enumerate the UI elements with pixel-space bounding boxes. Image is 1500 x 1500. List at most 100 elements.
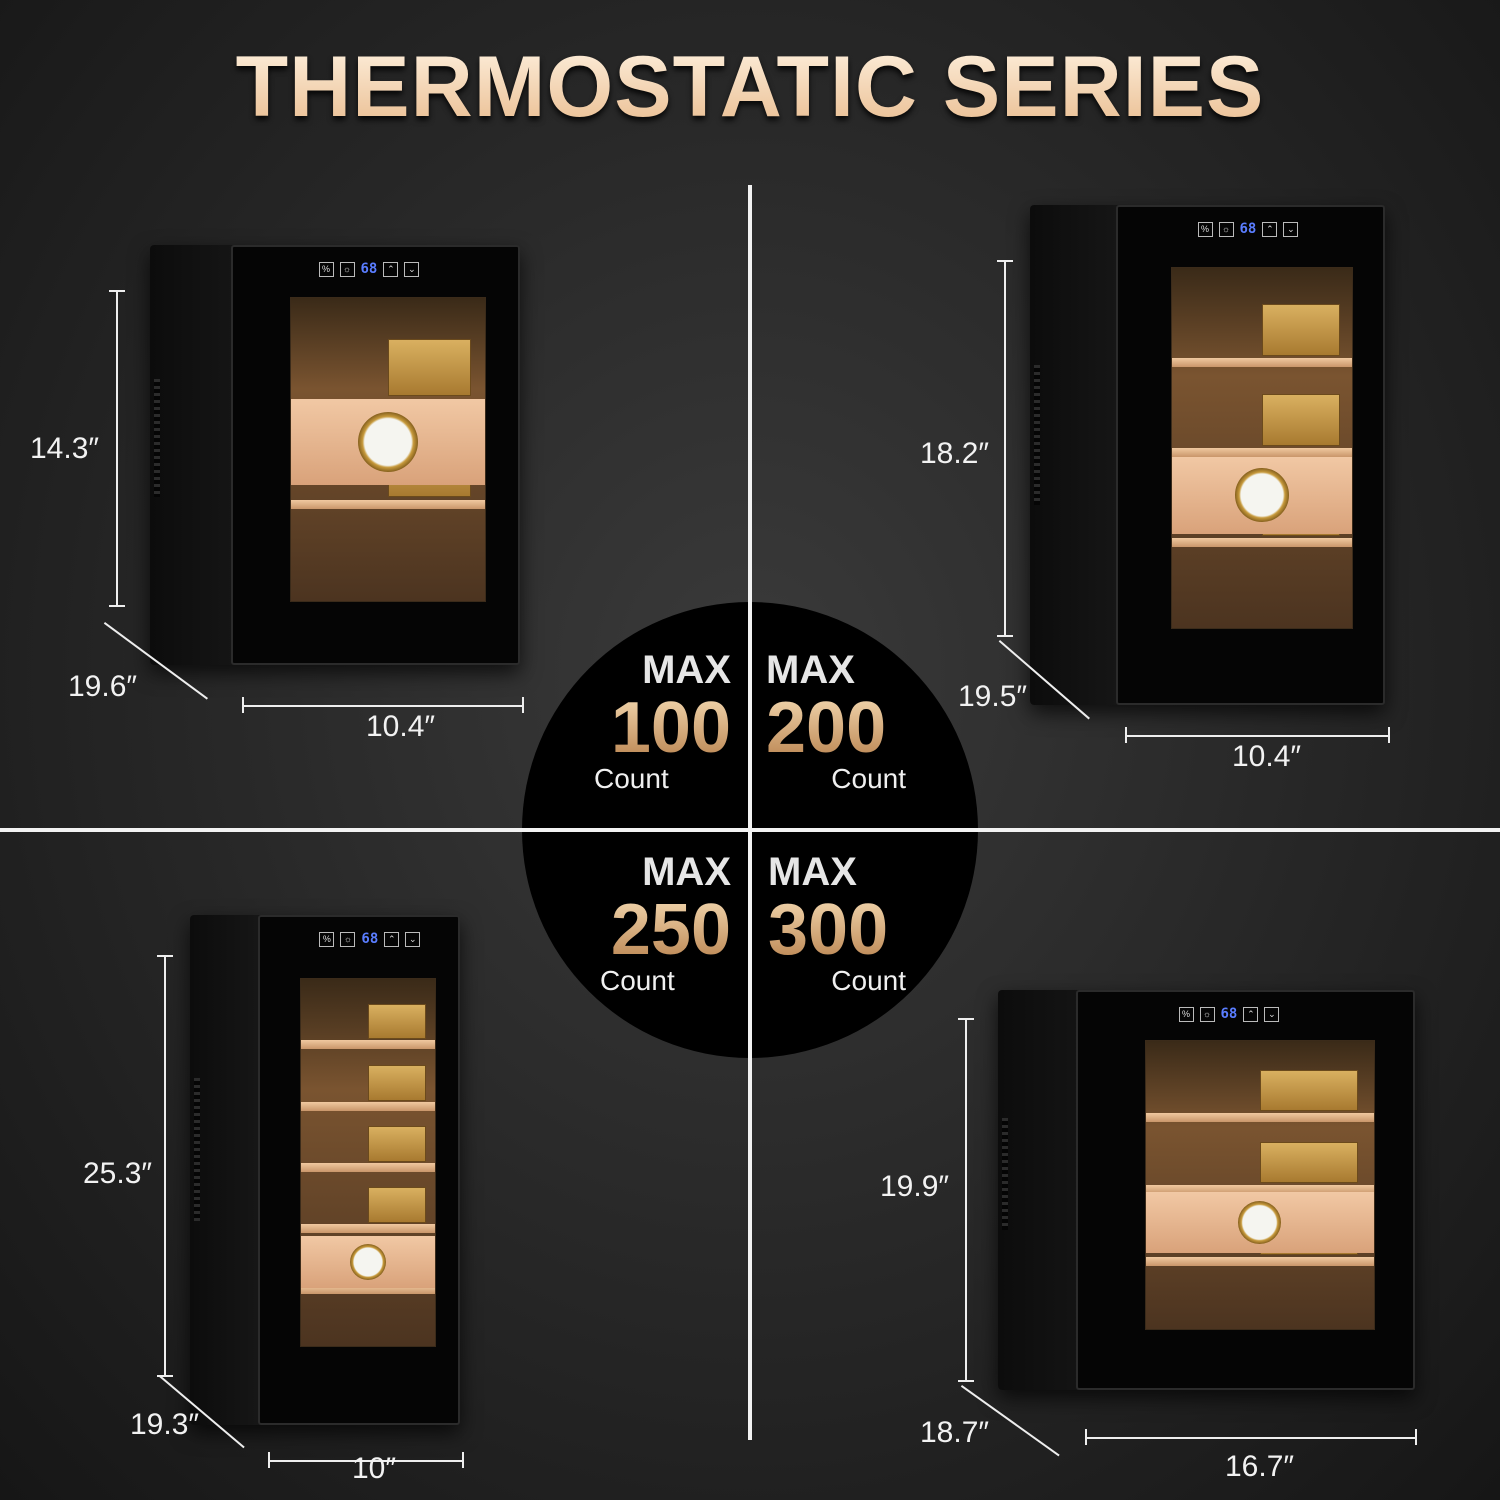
shelf	[291, 499, 485, 509]
height-label: 18.2″	[920, 437, 990, 470]
dimension-tick	[958, 1018, 974, 1020]
hygrometer-icon	[357, 412, 418, 472]
capacity-value: 200	[766, 692, 906, 764]
light-icon: ☼	[339, 261, 355, 277]
height-label: 19.9″	[880, 1170, 950, 1203]
light-icon: ☼	[1218, 221, 1234, 237]
control-panel: % ☼ 68 ⌃ ⌄	[1197, 221, 1299, 237]
cigar-compartment	[1145, 1040, 1375, 1330]
control-panel: % ☼ 68 ⌃ ⌄	[1178, 1006, 1280, 1022]
control-panel: % ☼ 68 ⌃ ⌄	[318, 261, 420, 277]
vent-icon	[1034, 365, 1040, 505]
capacity-unit: Count	[831, 965, 906, 996]
height-dimension-line	[164, 955, 166, 1375]
capacity-250: MAX 250 Count	[594, 850, 731, 997]
glass-door: % ☼ 68 ⌃ ⌄	[258, 915, 460, 1425]
cigar-box	[1262, 394, 1340, 446]
width-label: 10.4″	[1232, 740, 1302, 773]
height-dimension-line	[965, 1018, 967, 1380]
shelf	[1146, 1257, 1374, 1266]
width-label: 10″	[352, 1452, 396, 1485]
shelf	[1172, 448, 1353, 457]
capacity-200: MAX 200 Count	[766, 648, 906, 795]
cigar-compartment	[1171, 267, 1354, 629]
temperature-display: 68	[360, 261, 378, 277]
width-dimension-line	[242, 705, 522, 707]
dimension-tick	[1388, 727, 1390, 743]
dimension-tick	[997, 260, 1013, 262]
dimension-tick	[157, 1375, 173, 1377]
glass-door: % ☼ 68 ⌃ ⌄	[1116, 205, 1385, 705]
height-label: 14.3″	[30, 432, 100, 465]
hygrometer-icon	[1235, 468, 1289, 523]
glass-door: % ☼ 68 ⌃ ⌄	[1076, 990, 1415, 1390]
temperature-display: 68	[361, 931, 379, 947]
dimension-tick	[1415, 1429, 1417, 1445]
max-label: MAX	[642, 850, 731, 894]
cigar-compartment	[299, 978, 437, 1348]
capacity-value: 250	[594, 894, 731, 966]
down-arrow-icon[interactable]: ⌄	[405, 931, 421, 947]
cigar-box	[367, 1187, 427, 1223]
dimension-tick	[268, 1452, 270, 1468]
cigar-box	[1262, 304, 1340, 356]
down-arrow-icon[interactable]: ⌄	[1264, 1006, 1280, 1022]
cabinet-body: % ☼ 68 ⌃ ⌄	[150, 245, 520, 665]
shelf	[300, 1162, 436, 1172]
up-arrow-icon[interactable]: ⌃	[1243, 1006, 1259, 1022]
cigar-box	[1259, 1141, 1358, 1184]
shelf	[1172, 358, 1353, 367]
shelf	[1146, 1113, 1374, 1122]
capacity-100: MAX 100 Count	[594, 648, 731, 795]
dimension-tick	[958, 1380, 974, 1382]
dimension-tick	[462, 1452, 464, 1468]
vent-icon	[1002, 1118, 1008, 1230]
shelf	[300, 1040, 436, 1050]
max-label: MAX	[766, 648, 855, 692]
humidity-icon: %	[1197, 221, 1213, 237]
dimension-tick	[109, 290, 125, 292]
temperature-display: 68	[1239, 221, 1257, 237]
up-arrow-icon[interactable]: ⌃	[384, 931, 400, 947]
depth-label: 19.5″	[958, 680, 1028, 713]
width-dimension-line	[268, 1460, 462, 1462]
hygrometer-icon	[349, 1244, 387, 1281]
shelf	[1146, 1185, 1374, 1194]
cigar-box	[367, 1003, 427, 1040]
width-dimension-line	[1085, 1437, 1415, 1439]
depth-label: 19.6″	[68, 670, 138, 703]
shelf	[300, 1285, 436, 1295]
control-panel: % ☼ 68 ⌃ ⌄	[319, 931, 421, 947]
humidity-icon: %	[318, 261, 334, 277]
cigar-box	[367, 1126, 427, 1162]
vertical-divider	[748, 185, 752, 1440]
capacity-unit: Count	[600, 965, 675, 996]
capacity-unit: Count	[831, 763, 906, 794]
up-arrow-icon[interactable]: ⌃	[383, 261, 399, 277]
page-title: THERMOSTATIC SERIES	[0, 38, 1500, 137]
vent-icon	[194, 1078, 200, 1221]
up-arrow-icon[interactable]: ⌃	[1262, 221, 1278, 237]
temperature-display: 68	[1220, 1006, 1238, 1022]
cabinet-body: % ☼ 68 ⌃ ⌄	[1030, 205, 1385, 705]
down-arrow-icon[interactable]: ⌄	[404, 261, 420, 277]
width-label: 16.7″	[1225, 1450, 1295, 1483]
dimension-tick	[109, 605, 125, 607]
cigar-compartment	[290, 297, 486, 602]
shelf	[300, 1223, 436, 1233]
width-label: 10.4″	[366, 710, 436, 743]
shelf	[1172, 538, 1353, 547]
depth-label: 18.7″	[920, 1416, 990, 1449]
cigar-box	[1259, 1069, 1358, 1112]
cigar-box	[367, 1064, 427, 1101]
dimension-tick	[1125, 727, 1127, 743]
glass-door: % ☼ 68 ⌃ ⌄	[231, 245, 520, 665]
down-arrow-icon[interactable]: ⌄	[1283, 221, 1299, 237]
width-dimension-line	[1125, 735, 1388, 737]
height-dimension-line	[1004, 260, 1006, 635]
capacity-300: MAX 300 Count	[768, 850, 906, 997]
light-icon: ☼	[340, 931, 356, 947]
hygrometer-icon	[1238, 1201, 1282, 1245]
shelf	[300, 1101, 436, 1111]
humidity-icon: %	[1178, 1006, 1194, 1022]
